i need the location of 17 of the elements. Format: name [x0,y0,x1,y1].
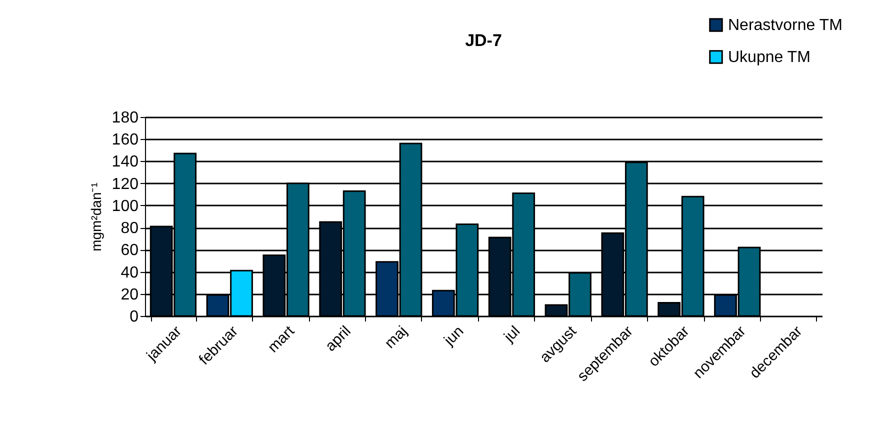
y-tick-label: 20 [120,286,139,304]
x-tick-label: jun [440,322,468,350]
y-tick-label: 80 [120,220,139,238]
y-tick-label: 0 [130,308,139,326]
y-tick-label: 100 [112,198,139,215]
x-tick-label: jul [500,322,524,346]
x-tick-label: maj [382,322,411,352]
y-tick-label: 40 [120,264,139,282]
y-tick-label: 60 [120,242,139,260]
legend-label: Nerastvorne TM [728,17,842,34]
y-tick-label: 180 [112,110,139,126]
y-tick-label: 120 [112,176,139,193]
legend-label: Ukupne TM [728,49,810,66]
y-tick-label: 160 [112,132,139,149]
chart-title: JD-7 [465,31,502,50]
y-tick-label: 140 [112,154,139,171]
y-axis-title: mgm²dan⁻¹ [88,182,104,252]
